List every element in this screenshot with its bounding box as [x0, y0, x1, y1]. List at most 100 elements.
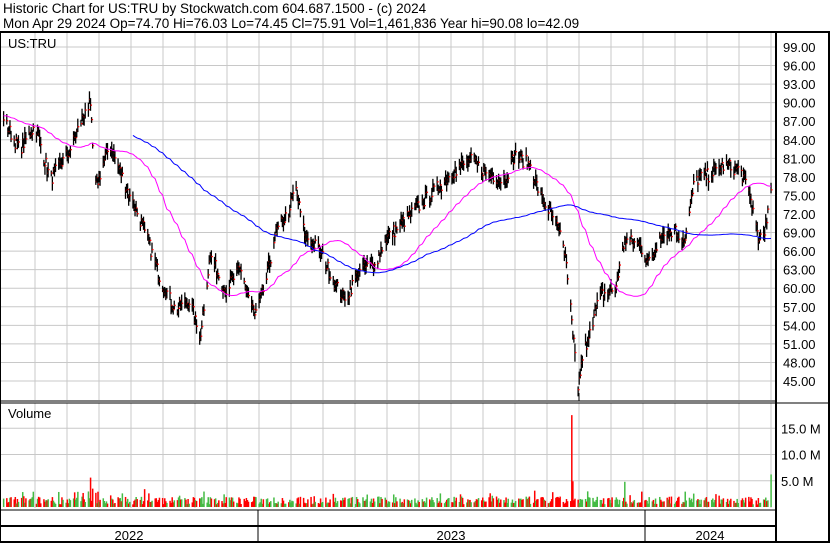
volume-bar: [228, 497, 231, 507]
volume-bar: [482, 497, 484, 507]
volume-bar: [593, 501, 595, 507]
volume-bar: [194, 500, 197, 507]
volume-bar: [439, 493, 442, 507]
volume-bar: [245, 497, 248, 507]
volume-bar: [317, 503, 320, 507]
volume-bar: [734, 502, 736, 507]
volume-bar: [752, 504, 754, 507]
volume-bar: [440, 502, 443, 507]
volume-bar: [762, 499, 765, 507]
volume-bar: [354, 504, 357, 507]
volume-bar: [759, 502, 762, 507]
volume-bar: [261, 503, 264, 507]
volume-bar: [280, 503, 283, 507]
volume-bar: [111, 498, 113, 507]
volume-bar: [713, 502, 715, 507]
volume-bar: [541, 496, 543, 507]
volume-bar: [609, 499, 611, 507]
volume-bar: [537, 499, 539, 507]
volume-bar: [72, 498, 75, 507]
volume-bar: [685, 500, 688, 507]
volume-bar: [68, 498, 71, 507]
volume-bar: [37, 496, 40, 507]
volume-bar: [171, 497, 173, 507]
volume-bar: [336, 501, 339, 507]
volume-bar: [334, 497, 337, 507]
volume-bar: [528, 496, 531, 507]
volume-bar: [377, 496, 379, 507]
volume-bar: [114, 502, 116, 507]
volume-bar: [208, 504, 211, 507]
volume-bar: [733, 500, 735, 507]
volume-bar: [454, 500, 456, 507]
volume-bar: [35, 503, 38, 507]
volume-tick-label: 10.0 M: [781, 448, 821, 463]
volume-bar: [621, 501, 624, 507]
volume-bar: [512, 502, 515, 507]
volume-bar: [50, 500, 53, 507]
volume-bar: [157, 500, 160, 507]
volume-bar: [253, 496, 255, 507]
volume-bar: [25, 498, 27, 507]
volume-bar: [67, 503, 70, 507]
y-tick-label: 99.00: [783, 40, 816, 55]
volume-bar: [142, 501, 145, 507]
volume-bar: [95, 492, 97, 507]
volume-bar: [448, 498, 450, 507]
volume-bar: [540, 497, 542, 507]
volume-bar: [319, 498, 322, 507]
volume-bar: [455, 497, 458, 507]
volume-bar: [614, 499, 617, 507]
volume-panel-label: Volume: [8, 406, 52, 421]
volume-bar: [542, 497, 544, 507]
volume-bar: [736, 498, 738, 507]
volume-bar: [140, 496, 143, 507]
volume-bar: [662, 501, 664, 507]
volume-bar: [87, 491, 90, 507]
volume-bar: [757, 498, 760, 507]
volume-bar: [254, 496, 256, 507]
y-tick-label: 63.00: [783, 263, 816, 278]
volume-bar: [498, 502, 501, 507]
volume-bar: [415, 502, 417, 507]
volume-bar: [490, 501, 492, 507]
volume-bar: [276, 503, 278, 507]
volume-bar: [255, 497, 257, 507]
volume-bar: [188, 503, 190, 507]
volume-bar: [666, 497, 668, 507]
volume-bar: [275, 503, 277, 507]
volume-bar: [748, 496, 750, 507]
volume-bar: [289, 499, 291, 507]
volume-bar: [266, 498, 269, 507]
volume-bar: [445, 499, 448, 507]
volume-bar: [691, 502, 694, 507]
volume-bar: [81, 496, 83, 507]
volume-bar: [333, 501, 336, 507]
y-tick-label: 75.00: [783, 188, 816, 203]
volume-bar: [230, 497, 233, 507]
volume-bar: [290, 502, 292, 507]
volume-bar: [438, 501, 441, 507]
volume-bar: [154, 498, 156, 507]
volume-bar: [109, 495, 112, 507]
volume-bar: [118, 498, 120, 507]
volume-bar: [356, 499, 359, 507]
volume-bar: [126, 498, 129, 507]
volume-bar: [462, 504, 465, 507]
volume-bar: [327, 502, 329, 507]
volume-bar: [329, 499, 331, 507]
volume-bar: [607, 498, 609, 507]
volume-bar: [447, 498, 449, 507]
volume-bar: [178, 495, 181, 507]
volume-bar: [477, 498, 480, 507]
volume-bar: [520, 498, 522, 507]
volume-bar: [77, 491, 79, 507]
volume-bar: [505, 497, 507, 507]
volume-bar: [444, 501, 447, 507]
volume-bar: [467, 499, 469, 507]
volume-bar: [292, 501, 294, 507]
volume-bar: [127, 503, 130, 507]
volume-bar: [594, 501, 596, 507]
volume-bar: [706, 501, 709, 507]
y-tick-label: 96.00: [783, 59, 816, 74]
